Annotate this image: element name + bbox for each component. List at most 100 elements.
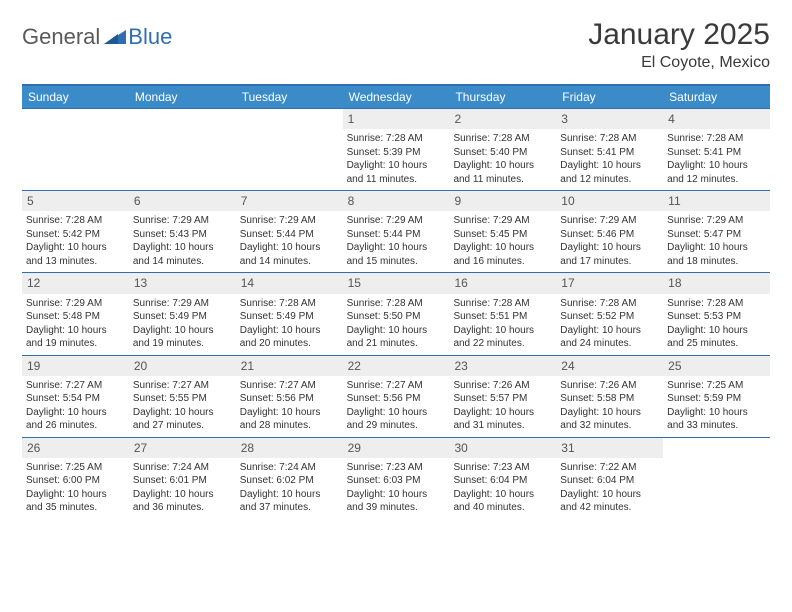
day-cell: 5Sunrise: 7:28 AMSunset: 5:42 PMDaylight…	[22, 191, 129, 272]
day-body: Sunrise: 7:29 AMSunset: 5:47 PMDaylight:…	[663, 213, 770, 272]
day-number: 15	[343, 273, 450, 293]
day-body: Sunrise: 7:27 AMSunset: 5:56 PMDaylight:…	[343, 378, 450, 437]
day-body: Sunrise: 7:23 AMSunset: 6:04 PMDaylight:…	[449, 460, 556, 519]
day-number: 14	[236, 273, 343, 293]
sunset-text: Sunset: 5:41 PM	[667, 146, 766, 160]
day-cell: 27Sunrise: 7:24 AMSunset: 6:01 PMDayligh…	[129, 438, 236, 519]
day-cell: 9Sunrise: 7:29 AMSunset: 5:45 PMDaylight…	[449, 191, 556, 272]
daylight2-text: and 16 minutes.	[453, 255, 552, 269]
day-cell	[22, 109, 129, 190]
daylight2-text: and 22 minutes.	[453, 337, 552, 351]
week-row: 26Sunrise: 7:25 AMSunset: 6:00 PMDayligh…	[22, 437, 770, 519]
logo-word2: Blue	[128, 24, 172, 50]
sunset-text: Sunset: 5:44 PM	[347, 228, 446, 242]
daylight2-text: and 29 minutes.	[347, 419, 446, 433]
day-number: 28	[236, 438, 343, 458]
sunrise-text: Sunrise: 7:29 AM	[133, 297, 232, 311]
dow-sat: Saturday	[663, 86, 770, 108]
sunset-text: Sunset: 5:56 PM	[347, 392, 446, 406]
sunset-text: Sunset: 5:39 PM	[347, 146, 446, 160]
sunrise-text: Sunrise: 7:29 AM	[26, 297, 125, 311]
daylight2-text: and 25 minutes.	[667, 337, 766, 351]
sunrise-text: Sunrise: 7:29 AM	[453, 214, 552, 228]
daylight1-text: Daylight: 10 hours	[26, 324, 125, 338]
day-body: Sunrise: 7:28 AMSunset: 5:52 PMDaylight:…	[556, 296, 663, 355]
day-body: Sunrise: 7:26 AMSunset: 5:57 PMDaylight:…	[449, 378, 556, 437]
day-body: Sunrise: 7:28 AMSunset: 5:39 PMDaylight:…	[343, 131, 450, 190]
sunrise-text: Sunrise: 7:23 AM	[453, 461, 552, 475]
day-cell: 14Sunrise: 7:28 AMSunset: 5:49 PMDayligh…	[236, 273, 343, 354]
day-cell: 13Sunrise: 7:29 AMSunset: 5:49 PMDayligh…	[129, 273, 236, 354]
day-body: Sunrise: 7:29 AMSunset: 5:43 PMDaylight:…	[129, 213, 236, 272]
sunrise-text: Sunrise: 7:25 AM	[667, 379, 766, 393]
day-number: 5	[22, 191, 129, 211]
day-number: 8	[343, 191, 450, 211]
day-number: 23	[449, 356, 556, 376]
day-number: 30	[449, 438, 556, 458]
sunset-text: Sunset: 5:55 PM	[133, 392, 232, 406]
day-number: 4	[663, 109, 770, 129]
daylight1-text: Daylight: 10 hours	[560, 159, 659, 173]
sunset-text: Sunset: 5:52 PM	[560, 310, 659, 324]
day-cell: 18Sunrise: 7:28 AMSunset: 5:53 PMDayligh…	[663, 273, 770, 354]
sunset-text: Sunset: 5:47 PM	[667, 228, 766, 242]
dow-thu: Thursday	[449, 86, 556, 108]
sunset-text: Sunset: 6:00 PM	[26, 474, 125, 488]
sunrise-text: Sunrise: 7:27 AM	[240, 379, 339, 393]
daylight1-text: Daylight: 10 hours	[667, 406, 766, 420]
sunrise-text: Sunrise: 7:29 AM	[560, 214, 659, 228]
day-number: 21	[236, 356, 343, 376]
weeks-container: 1Sunrise: 7:28 AMSunset: 5:39 PMDaylight…	[22, 108, 770, 519]
sunset-text: Sunset: 5:48 PM	[26, 310, 125, 324]
dow-tue: Tuesday	[236, 86, 343, 108]
daylight2-text: and 11 minutes.	[347, 173, 446, 187]
daylight1-text: Daylight: 10 hours	[560, 488, 659, 502]
day-cell: 4Sunrise: 7:28 AMSunset: 5:41 PMDaylight…	[663, 109, 770, 190]
sunrise-text: Sunrise: 7:27 AM	[26, 379, 125, 393]
dow-row: Sunday Monday Tuesday Wednesday Thursday…	[22, 86, 770, 108]
daylight1-text: Daylight: 10 hours	[240, 241, 339, 255]
daylight1-text: Daylight: 10 hours	[347, 241, 446, 255]
sunrise-text: Sunrise: 7:27 AM	[133, 379, 232, 393]
day-cell: 12Sunrise: 7:29 AMSunset: 5:48 PMDayligh…	[22, 273, 129, 354]
daylight2-text: and 32 minutes.	[560, 419, 659, 433]
sunset-text: Sunset: 5:57 PM	[453, 392, 552, 406]
daylight2-text: and 28 minutes.	[240, 419, 339, 433]
day-cell: 29Sunrise: 7:23 AMSunset: 6:03 PMDayligh…	[343, 438, 450, 519]
day-body: Sunrise: 7:27 AMSunset: 5:56 PMDaylight:…	[236, 378, 343, 437]
daylight1-text: Daylight: 10 hours	[453, 241, 552, 255]
day-cell: 24Sunrise: 7:26 AMSunset: 5:58 PMDayligh…	[556, 356, 663, 437]
day-cell: 31Sunrise: 7:22 AMSunset: 6:04 PMDayligh…	[556, 438, 663, 519]
day-number: 20	[129, 356, 236, 376]
daylight1-text: Daylight: 10 hours	[560, 406, 659, 420]
day-body: Sunrise: 7:28 AMSunset: 5:51 PMDaylight:…	[449, 296, 556, 355]
daylight2-text: and 15 minutes.	[347, 255, 446, 269]
daylight1-text: Daylight: 10 hours	[133, 241, 232, 255]
daylight1-text: Daylight: 10 hours	[347, 406, 446, 420]
daylight2-text: and 12 minutes.	[560, 173, 659, 187]
day-cell: 11Sunrise: 7:29 AMSunset: 5:47 PMDayligh…	[663, 191, 770, 272]
day-cell: 22Sunrise: 7:27 AMSunset: 5:56 PMDayligh…	[343, 356, 450, 437]
sunset-text: Sunset: 5:42 PM	[26, 228, 125, 242]
sunset-text: Sunset: 5:49 PM	[133, 310, 232, 324]
day-cell: 10Sunrise: 7:29 AMSunset: 5:46 PMDayligh…	[556, 191, 663, 272]
sunset-text: Sunset: 5:59 PM	[667, 392, 766, 406]
day-body: Sunrise: 7:28 AMSunset: 5:41 PMDaylight:…	[663, 131, 770, 190]
day-number: 13	[129, 273, 236, 293]
sunrise-text: Sunrise: 7:28 AM	[453, 297, 552, 311]
day-cell: 8Sunrise: 7:29 AMSunset: 5:44 PMDaylight…	[343, 191, 450, 272]
day-body: Sunrise: 7:22 AMSunset: 6:04 PMDaylight:…	[556, 460, 663, 519]
sunset-text: Sunset: 5:46 PM	[560, 228, 659, 242]
day-body: Sunrise: 7:27 AMSunset: 5:55 PMDaylight:…	[129, 378, 236, 437]
day-number: 11	[663, 191, 770, 211]
week-row: 19Sunrise: 7:27 AMSunset: 5:54 PMDayligh…	[22, 355, 770, 437]
day-cell: 26Sunrise: 7:25 AMSunset: 6:00 PMDayligh…	[22, 438, 129, 519]
day-number: 10	[556, 191, 663, 211]
sunset-text: Sunset: 5:41 PM	[560, 146, 659, 160]
sunset-text: Sunset: 5:58 PM	[560, 392, 659, 406]
daylight1-text: Daylight: 10 hours	[240, 488, 339, 502]
sunrise-text: Sunrise: 7:28 AM	[453, 132, 552, 146]
dow-wed: Wednesday	[343, 86, 450, 108]
sunset-text: Sunset: 6:01 PM	[133, 474, 232, 488]
sunrise-text: Sunrise: 7:28 AM	[347, 132, 446, 146]
